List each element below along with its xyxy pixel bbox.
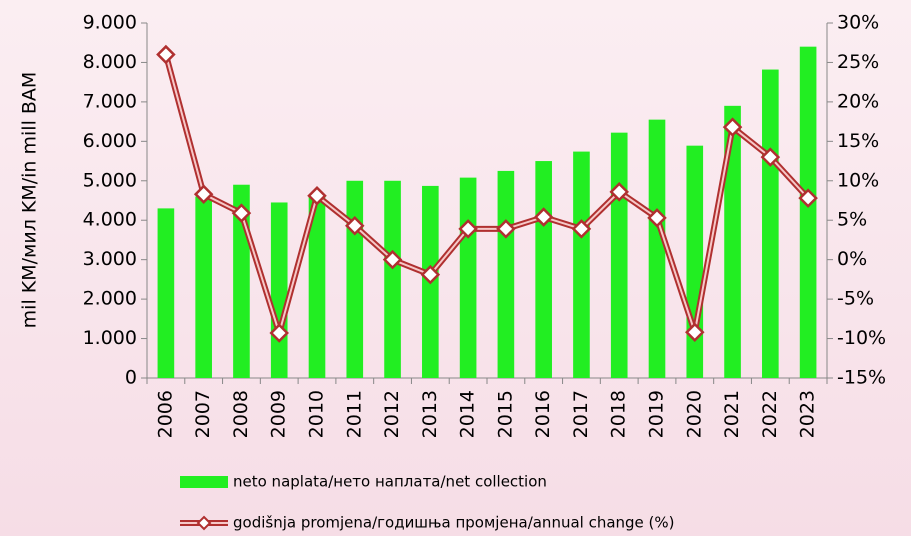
x-tick-label: 2011	[343, 390, 365, 438]
marker	[798, 188, 818, 208]
x-tick-label: 2023	[797, 390, 819, 438]
y-tick-label: 7.000	[83, 90, 137, 112]
marker	[382, 249, 403, 270]
x-tick-label: 2016	[532, 390, 554, 438]
y2-tick-label: 15%	[837, 130, 879, 152]
y-tick-label: 8.000	[83, 51, 137, 73]
x-tick-label: 2018	[608, 390, 630, 438]
y-tick-label: 2.000	[83, 288, 137, 310]
y2-tick-label: -5%	[837, 288, 874, 310]
legend-label: neto naplata/нето наплата/net collection	[233, 473, 547, 491]
x-tick-label: 2020	[683, 390, 705, 438]
legend-label: godišnja promjena/годишња промјена/annua…	[233, 514, 675, 532]
bar	[573, 151, 590, 378]
bar	[648, 119, 666, 378]
marker	[345, 215, 365, 236]
marker	[722, 117, 743, 137]
x-tick-label: 2012	[381, 390, 403, 438]
y-tick-label: 4.000	[83, 209, 137, 231]
line-inner	[164, 54, 809, 335]
y-tick-label: 5.000	[83, 169, 137, 191]
marker	[231, 203, 252, 223]
x-tick-label: 2009	[268, 390, 290, 438]
bar	[535, 161, 552, 378]
x-tick-label: 2015	[494, 390, 516, 438]
marker	[685, 322, 705, 343]
marker	[533, 207, 554, 227]
x-tick-label: 2022	[759, 390, 781, 438]
marker	[269, 323, 289, 343]
x-tick-label: 2006	[154, 390, 176, 438]
x-tick-label: 2017	[570, 390, 592, 438]
legend-marker	[196, 515, 212, 531]
marker	[647, 208, 667, 228]
y2-tick-label: 5%	[837, 209, 867, 231]
y-tick-label: 3.000	[83, 248, 137, 270]
x-tick-label: 2010	[306, 390, 328, 438]
bar	[724, 105, 741, 378]
x-tick-label: 2021	[721, 390, 743, 438]
legend-swatch	[180, 476, 228, 488]
marker	[307, 185, 327, 206]
marker	[760, 147, 781, 167]
bar	[308, 196, 326, 378]
y2-tick-label: 25%	[837, 51, 879, 73]
bar	[346, 180, 364, 378]
x-tick-label: 2008	[230, 390, 252, 438]
y2-tick-label: 10%	[837, 169, 879, 191]
marker	[193, 184, 214, 204]
x-tick-label: 2013	[419, 390, 441, 438]
bar	[195, 196, 212, 378]
bar	[610, 132, 628, 378]
bar	[270, 202, 288, 378]
x-tick-label: 2014	[457, 390, 479, 438]
bar	[799, 46, 817, 379]
y2-tick-label: -15%	[837, 367, 886, 389]
y-tick-label: 9.000	[83, 12, 137, 34]
bar	[686, 145, 704, 378]
y-tick-label: 6.000	[83, 130, 137, 152]
bar	[459, 177, 477, 378]
bar	[497, 170, 515, 378]
marker	[496, 219, 516, 239]
x-tick-label: 2007	[192, 390, 214, 438]
x-tick-label: 2019	[646, 390, 668, 438]
y-tick-label: 0	[125, 367, 137, 389]
y2-tick-label: 30%	[837, 12, 879, 34]
y2-tick-label: -10%	[837, 327, 886, 349]
marker	[609, 182, 629, 202]
bar	[762, 69, 779, 379]
y-tick-label: 1.000	[83, 327, 137, 349]
marker	[458, 219, 478, 239]
bar	[384, 180, 401, 378]
marker	[420, 264, 441, 285]
y2-tick-label: 0%	[837, 248, 867, 270]
marker	[571, 219, 592, 239]
bar	[157, 208, 175, 378]
marker	[156, 44, 176, 65]
y-axis-label: mil KM/мил KM/in mill BAM	[19, 72, 41, 329]
y2-tick-label: 20%	[837, 90, 879, 112]
